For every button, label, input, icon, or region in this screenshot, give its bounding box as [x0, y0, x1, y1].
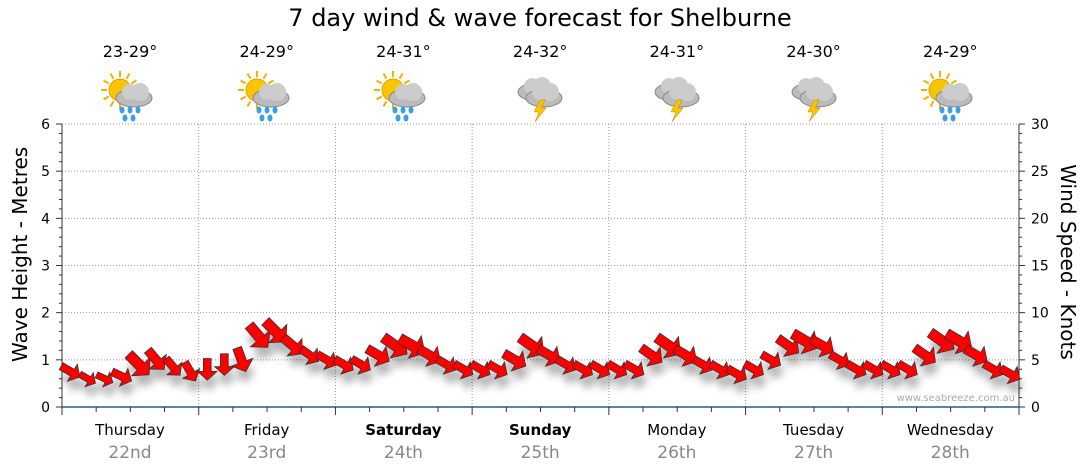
wind-arrow: [332, 355, 354, 375]
day-temp-range: 24-31°: [649, 42, 705, 61]
wind-arrow: [298, 345, 320, 365]
wind-arrow: [279, 333, 303, 357]
wind-arrow: [468, 359, 491, 380]
wind-arrow: [962, 344, 988, 367]
y2-tick-label: 0: [1031, 400, 1040, 416]
y-tick-label: 0: [41, 400, 50, 416]
wind-arrow: [672, 344, 698, 367]
chart-title: 7 day wind & wave forecast for Shelburne: [288, 4, 792, 32]
day-temp-range: 24-29°: [239, 42, 294, 61]
day-name: Friday: [243, 421, 290, 439]
wind-arrow: [638, 343, 663, 367]
y2-tick-label: 10: [1031, 306, 1049, 322]
y2-tick-label: 5: [1031, 353, 1040, 369]
wind-arrow: [434, 355, 457, 375]
wind-arrow: [605, 359, 628, 380]
wind-arrow: [844, 359, 867, 380]
wind-arrow: [162, 355, 183, 376]
day-temp-range: 24-31°: [376, 42, 431, 61]
wind-arrow: [58, 362, 81, 382]
wind-arrow: [213, 353, 236, 376]
y-axis-label: Wave Height - Metres: [8, 146, 32, 362]
wind-arrow: [774, 334, 800, 358]
watermark: www.seabreeze.com.au: [897, 393, 1015, 404]
day-name: Sunday: [508, 421, 572, 439]
wind-arrow: [878, 359, 901, 380]
wind-arrow: [789, 328, 819, 355]
sun-cloud-rain-icon: [335, 70, 471, 122]
sun-cloud-rain-icon: [199, 70, 335, 122]
wind-arrow: [451, 359, 474, 380]
wind-arrow: [180, 359, 201, 382]
y2-tick-label: 20: [1031, 211, 1049, 227]
wind-arrow: [109, 367, 133, 387]
wind-arrow: [691, 355, 713, 375]
y-tick-label: 3: [41, 259, 50, 275]
wind-arrow: [485, 359, 508, 380]
day-date: 24th: [383, 443, 423, 463]
wind-arrow: [554, 355, 576, 375]
wind-arrow: [196, 358, 219, 381]
day-date: 26th: [657, 443, 697, 463]
wind-arrow: [896, 359, 918, 380]
wind-arrow: [501, 349, 527, 372]
y2-tick-label: 15: [1031, 259, 1049, 275]
wind-arrow: [571, 359, 594, 380]
wind-arrow: [244, 321, 271, 348]
wind-arrow: [230, 345, 254, 373]
day-name: Wednesday: [906, 421, 994, 439]
y-tick-label: 5: [41, 164, 50, 180]
wind-arrow: [415, 344, 441, 367]
storm-icon: [609, 70, 745, 123]
day-name: Saturday: [365, 421, 442, 439]
wind-arrow: [315, 350, 337, 371]
day-temp-range: 24-30°: [786, 42, 841, 61]
wind-arrow: [708, 359, 730, 380]
wind-arrow: [535, 344, 561, 367]
y-tick-label: 2: [41, 306, 50, 322]
y2-axis-label: Wind Speed - Knots: [1056, 164, 1080, 360]
day-date: 28th: [930, 443, 970, 463]
day-date: 23rd: [247, 443, 287, 463]
day-name: Monday: [647, 421, 707, 439]
sun-cloud-rain-icon: [62, 70, 198, 122]
wind-arrow: [124, 350, 151, 377]
y-tick-label: 1: [41, 353, 50, 369]
wind-arrow: [861, 359, 884, 380]
wind-arrow: [622, 359, 645, 380]
wind-arrow: [349, 355, 371, 375]
wind-arrow: [759, 350, 782, 371]
wind-arrow: [911, 343, 936, 367]
y-tick-label: 6: [41, 117, 50, 133]
wind-arrow: [981, 359, 1004, 380]
storm-icon: [472, 70, 608, 123]
wind-arrow: [808, 334, 834, 358]
wind-arrow: [943, 328, 973, 355]
wind-arrow: [261, 317, 288, 344]
y2-tick-label: 30: [1031, 117, 1049, 133]
storm-icon: [746, 70, 882, 123]
day-date: 27th: [794, 443, 834, 463]
sun-cloud-rain-icon: [882, 70, 1018, 122]
wind-arrow: [588, 359, 611, 380]
day-temp-range: 24-32°: [512, 42, 568, 61]
wind-arrow: [364, 344, 390, 367]
day-date: 22nd: [108, 443, 152, 463]
wind-arrow: [143, 346, 167, 370]
wind-arrow: [94, 370, 114, 388]
y-tick-label: 4: [41, 211, 50, 227]
wind-arrow: [77, 370, 96, 388]
day-temp-range: 24-29°: [923, 42, 978, 61]
y2-tick-label: 25: [1031, 164, 1049, 180]
day-date: 25th: [520, 443, 560, 463]
day-name: Tuesday: [783, 421, 845, 439]
wind-arrow: [827, 350, 850, 371]
wind-arrow: [998, 364, 1021, 385]
day-name: Thursday: [95, 421, 165, 439]
wind-arrow: [725, 364, 747, 385]
wind-arrow: [742, 359, 764, 380]
day-temp-range: 23-29°: [102, 42, 158, 61]
